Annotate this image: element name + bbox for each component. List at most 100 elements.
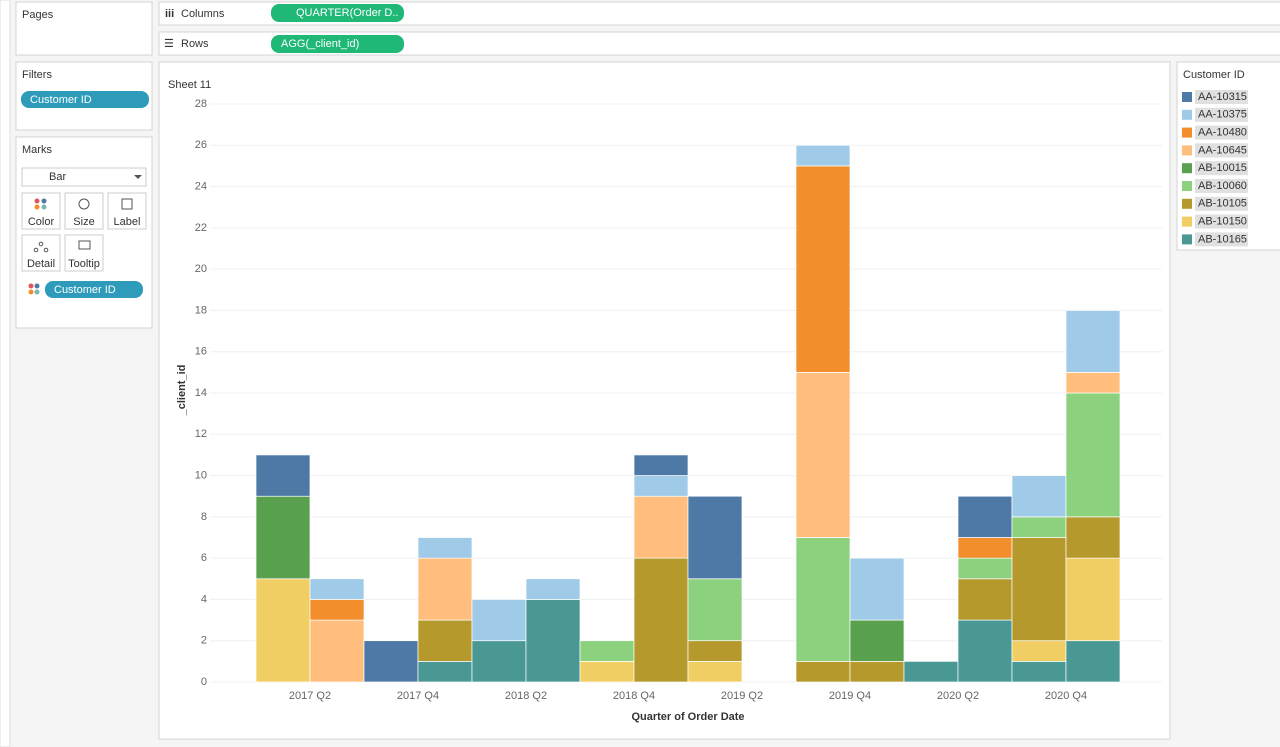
legend-label: AA-10480	[1198, 127, 1247, 139]
detail-label[interactable]: Detail	[27, 258, 55, 270]
color-label[interactable]: Color	[28, 216, 55, 228]
icon	[78, 240, 91, 250]
marks-pill-text[interactable]: Customer ID	[54, 284, 116, 296]
legend-swatch	[1182, 109, 1192, 120]
bar-segment	[1011, 640, 1067, 662]
legend-label: AA-10315	[1198, 91, 1247, 103]
bar-segment	[1065, 372, 1121, 394]
y-tick-label: 4	[201, 593, 207, 605]
bar-segment	[255, 454, 311, 497]
legend-swatch	[1182, 216, 1192, 227]
bar-segment	[1065, 557, 1121, 642]
bar-segment	[795, 372, 851, 538]
y-tick-label: 26	[195, 139, 207, 151]
columns-title: Columns	[181, 8, 225, 20]
bar-segment	[363, 640, 419, 683]
side-strip	[0, 0, 11, 747]
x-tick-label: 2018 Q4	[613, 690, 655, 702]
icon	[41, 198, 47, 204]
icon	[78, 198, 90, 210]
x-tick-label: 2017 Q2	[289, 690, 331, 702]
bar-segment	[525, 578, 581, 600]
icon	[28, 283, 34, 289]
bar-segment	[687, 661, 743, 683]
x-tick-label: 2019 Q2	[721, 690, 763, 702]
bar-segment	[1065, 392, 1121, 518]
bar-segment	[579, 661, 635, 683]
legend-swatch	[1182, 127, 1192, 138]
legend-label: AA-10375	[1198, 109, 1247, 121]
bar-segment	[687, 640, 743, 662]
bar-segment	[309, 599, 365, 621]
y-tick-label: 22	[195, 222, 207, 234]
legend-title: Customer ID	[1183, 69, 1245, 81]
bar-segment	[417, 661, 473, 683]
icon	[34, 198, 40, 204]
y-tick-label: 12	[195, 428, 207, 440]
filter-pill-text[interactable]: Customer ID	[30, 94, 92, 106]
icon	[38, 241, 44, 247]
legend-highlight	[1195, 179, 1248, 193]
x-axis-title: Quarter of Order Date	[631, 711, 744, 723]
legend-highlight	[1195, 143, 1248, 158]
bar-segment	[417, 537, 473, 559]
bar-segment	[309, 578, 365, 600]
rows-pill-text[interactable]: AGG(_client_id)	[281, 38, 359, 50]
tooltip-label[interactable]: Tooltip	[68, 258, 100, 270]
chart-title: Sheet 11	[168, 79, 211, 91]
bar-segment	[687, 495, 743, 580]
icon	[43, 247, 49, 253]
bar-segment	[417, 619, 473, 662]
x-tick-label: 2020 Q4	[1045, 690, 1087, 702]
legend-highlight	[1195, 214, 1248, 229]
bar-segment	[1011, 475, 1067, 518]
bar-segment	[795, 661, 851, 683]
bar-segment	[957, 557, 1013, 580]
columns-shelf	[158, 1, 1280, 26]
legend-label: AB-10150	[1198, 216, 1247, 228]
rows-pill[interactable]	[271, 35, 404, 53]
filter-pill[interactable]	[21, 91, 149, 108]
label-label[interactable]: Label	[114, 216, 141, 228]
bar-segment	[633, 475, 689, 497]
icon	[41, 204, 47, 210]
legend-swatch	[1182, 163, 1192, 174]
color-button[interactable]	[21, 192, 61, 230]
legend-swatch	[1182, 92, 1192, 102]
bar-segment	[849, 619, 905, 662]
legend-swatch	[1182, 234, 1192, 245]
legend-highlight	[1195, 107, 1248, 122]
bar-segment	[633, 454, 689, 476]
mark-type[interactable]: Bar	[49, 171, 66, 183]
detail-button[interactable]	[21, 234, 61, 272]
icon: ☰	[164, 38, 174, 50]
columns-pill[interactable]	[271, 4, 404, 22]
icon	[34, 204, 40, 210]
x-tick-label: 2018 Q2	[505, 690, 547, 702]
columns-pill-text[interactable]: QUARTER(Order D..	[296, 7, 398, 19]
bar-segment	[795, 165, 851, 373]
y-tick-label: 28	[195, 98, 207, 110]
legend-swatch	[1182, 145, 1192, 156]
y-tick-label: 16	[195, 346, 207, 358]
y-tick-label: 2	[201, 635, 207, 647]
legend-swatch	[1182, 181, 1192, 191]
legend-label: AA-10645	[1198, 144, 1247, 156]
size-label[interactable]: Size	[73, 216, 94, 228]
y-tick-label: 14	[195, 387, 207, 399]
legend-label: AB-10105	[1198, 198, 1247, 210]
size-button[interactable]	[64, 192, 104, 230]
bar-segment	[849, 661, 905, 683]
x-tick-label: 2019 Q4	[829, 690, 871, 702]
marks-pill[interactable]	[45, 281, 143, 298]
bar-segment	[1065, 640, 1121, 683]
bar-segment	[795, 144, 851, 167]
mark-type-dropdown[interactable]	[21, 167, 147, 187]
pages-title: Pages	[22, 9, 54, 21]
y-tick-label: 8	[201, 511, 207, 523]
bar-segment	[957, 578, 1013, 621]
icon	[34, 289, 40, 295]
bar-segment	[957, 619, 1013, 683]
legend-label: AB-10060	[1198, 180, 1247, 192]
legend-highlight	[1195, 125, 1248, 140]
